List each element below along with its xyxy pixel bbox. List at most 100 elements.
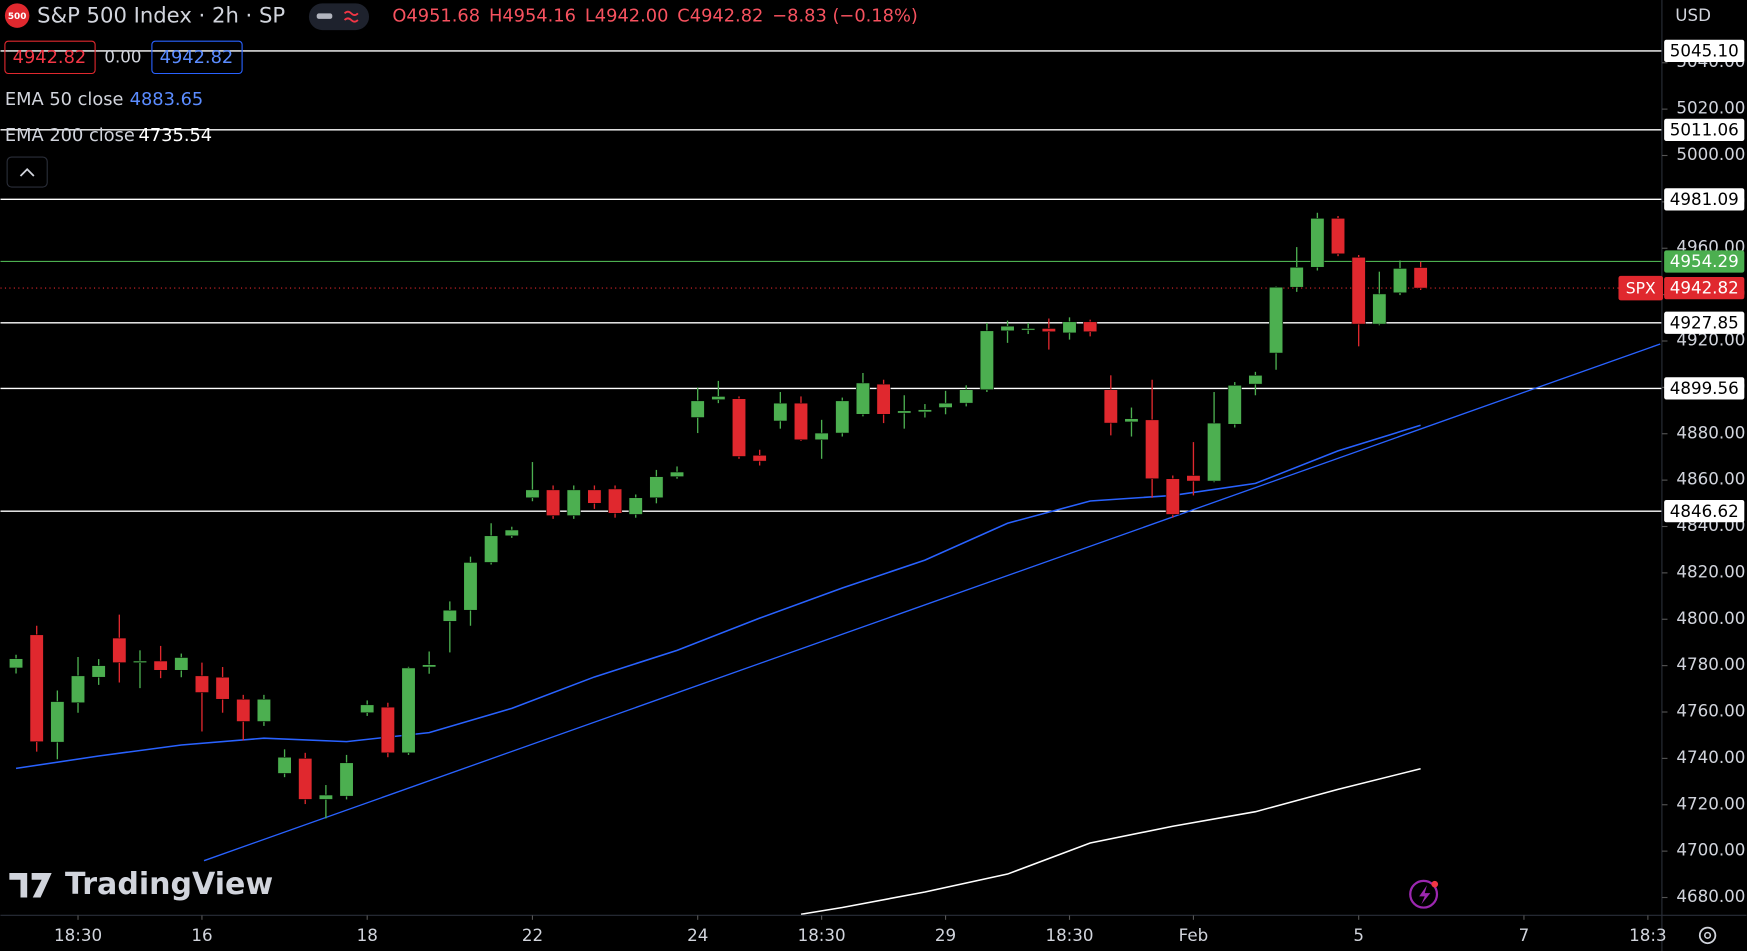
candle-body (50, 701, 65, 743)
y-tick-label: 4800.00 (1676, 608, 1745, 628)
sell-button[interactable] (4, 40, 96, 75)
high-label-box (1664, 250, 1745, 273)
level-label-box (1664, 118, 1745, 141)
candle-body (339, 762, 354, 797)
indicator-value: 4735.54 (139, 125, 213, 146)
currency-box[interactable] (1664, 0, 1747, 34)
symbol-badge (4, 3, 30, 28)
x-tick-label: Feb (1179, 925, 1209, 945)
alert-icon[interactable] (1409, 879, 1439, 909)
ohlc-label: L (585, 6, 595, 27)
candle-body (1413, 267, 1428, 289)
level-label: 4846.62 (1670, 501, 1739, 521)
ema-line (15, 424, 1421, 770)
x-tick-label: 29 (935, 925, 956, 945)
indicator-name[interactable]: EMA 200 close (5, 125, 135, 146)
price-label: 4942.82 (1670, 278, 1739, 298)
currency[interactable]: USD (1675, 5, 1711, 25)
indicator-name[interactable]: EMA 50 close (5, 89, 124, 110)
candle-body (1041, 328, 1056, 333)
candle-body (360, 704, 375, 713)
candle-body (442, 609, 457, 622)
collapse-button[interactable] (6, 156, 48, 188)
candle-body (1124, 418, 1139, 423)
candle-body (608, 488, 623, 514)
level-label-box (1664, 188, 1745, 211)
ohlc-label: C (677, 6, 689, 27)
x-tick-label: 22 (522, 925, 543, 945)
candle-body (917, 409, 932, 413)
symbol-tag-box (1618, 275, 1664, 301)
level-label-box (1664, 311, 1745, 334)
candle-body (71, 675, 86, 704)
candle-body (318, 794, 333, 800)
candle-body (277, 756, 292, 774)
candle-body (256, 698, 271, 722)
ask-price[interactable]: 4942.82 (160, 47, 234, 68)
candle-body (1000, 325, 1015, 332)
x-tick-label: 18 (357, 925, 378, 945)
ohlc-label: H (489, 6, 502, 27)
candle-body (1248, 375, 1263, 385)
time-axis: 18:30 16 18 22 24 18:30 29 18:30 Feb 5 7 18:3 (54, 915, 1667, 945)
candle-body (1393, 268, 1407, 294)
x-tick-label: 18:30 (1045, 925, 1093, 945)
candle-body (298, 758, 313, 800)
candle-body (959, 389, 974, 404)
candle-body (401, 667, 416, 754)
candle-body (215, 676, 230, 700)
y-tick-label: 4680.00 (1676, 886, 1745, 906)
ohlc-value: 4954.16 (502, 6, 576, 27)
badge-text: 500 (8, 12, 27, 22)
watermark: TradingView (65, 867, 273, 902)
y-tick-label: 4880.00 (1676, 422, 1745, 442)
candle-body (897, 410, 912, 414)
candle-body (587, 489, 602, 504)
ohlc-value: 4942.00 (595, 6, 669, 27)
candle-body (690, 400, 705, 418)
y-tick-label: 4760.00 (1676, 701, 1745, 721)
candle-body (1165, 478, 1180, 515)
candle-body (1227, 385, 1242, 425)
candle-body (1145, 419, 1160, 480)
trend-line (203, 343, 1661, 862)
candle-body (773, 402, 788, 422)
candle-body (153, 660, 168, 671)
ohlc-readout: O4951.68 H4954.16 L4942.00 C4942.82 −8.83 (−… (392, 6, 917, 27)
price-axis: 4680.00 4700.00 4720.00 4740.00 4760.00 4780.… (1661, 39, 1745, 906)
candle-body (1021, 328, 1036, 331)
candle-body (793, 402, 808, 441)
candle-body (752, 455, 767, 462)
symbol-title[interactable]: S&P 500 Index · 2h · SP (37, 3, 285, 28)
candle-body (835, 400, 850, 434)
indicator-value: 4883.65 (130, 89, 204, 110)
candle-body (484, 535, 499, 563)
candle-body (628, 497, 643, 515)
candle-body (814, 432, 829, 441)
candle-body (1331, 218, 1346, 255)
settings-icon[interactable] (1698, 926, 1717, 945)
candle-body (91, 665, 106, 678)
buy-button[interactable] (151, 40, 243, 75)
x-tick-label: 24 (687, 925, 708, 945)
candle-body (979, 330, 994, 390)
level-label-box (1664, 377, 1745, 400)
candle-body (1083, 321, 1098, 333)
candle-body (711, 396, 726, 400)
y-tick-label: 4740.00 (1676, 747, 1745, 767)
level-label-box (1664, 500, 1745, 523)
y-tick-label: 4720.00 (1676, 793, 1745, 813)
candle-body (546, 489, 561, 516)
level-label: 4927.85 (1670, 312, 1739, 332)
x-tick-label: 5 (1353, 925, 1364, 945)
bid-price[interactable]: 4942.82 (13, 47, 87, 68)
candle-body (525, 489, 540, 499)
status-pill[interactable] (308, 3, 370, 31)
y-tick-label: 4780.00 (1676, 654, 1745, 674)
candle-body (9, 658, 24, 669)
candle-body (132, 660, 147, 663)
level-label: 4899.56 (1670, 378, 1739, 398)
y-tick-label: 4920.00 (1676, 330, 1745, 350)
